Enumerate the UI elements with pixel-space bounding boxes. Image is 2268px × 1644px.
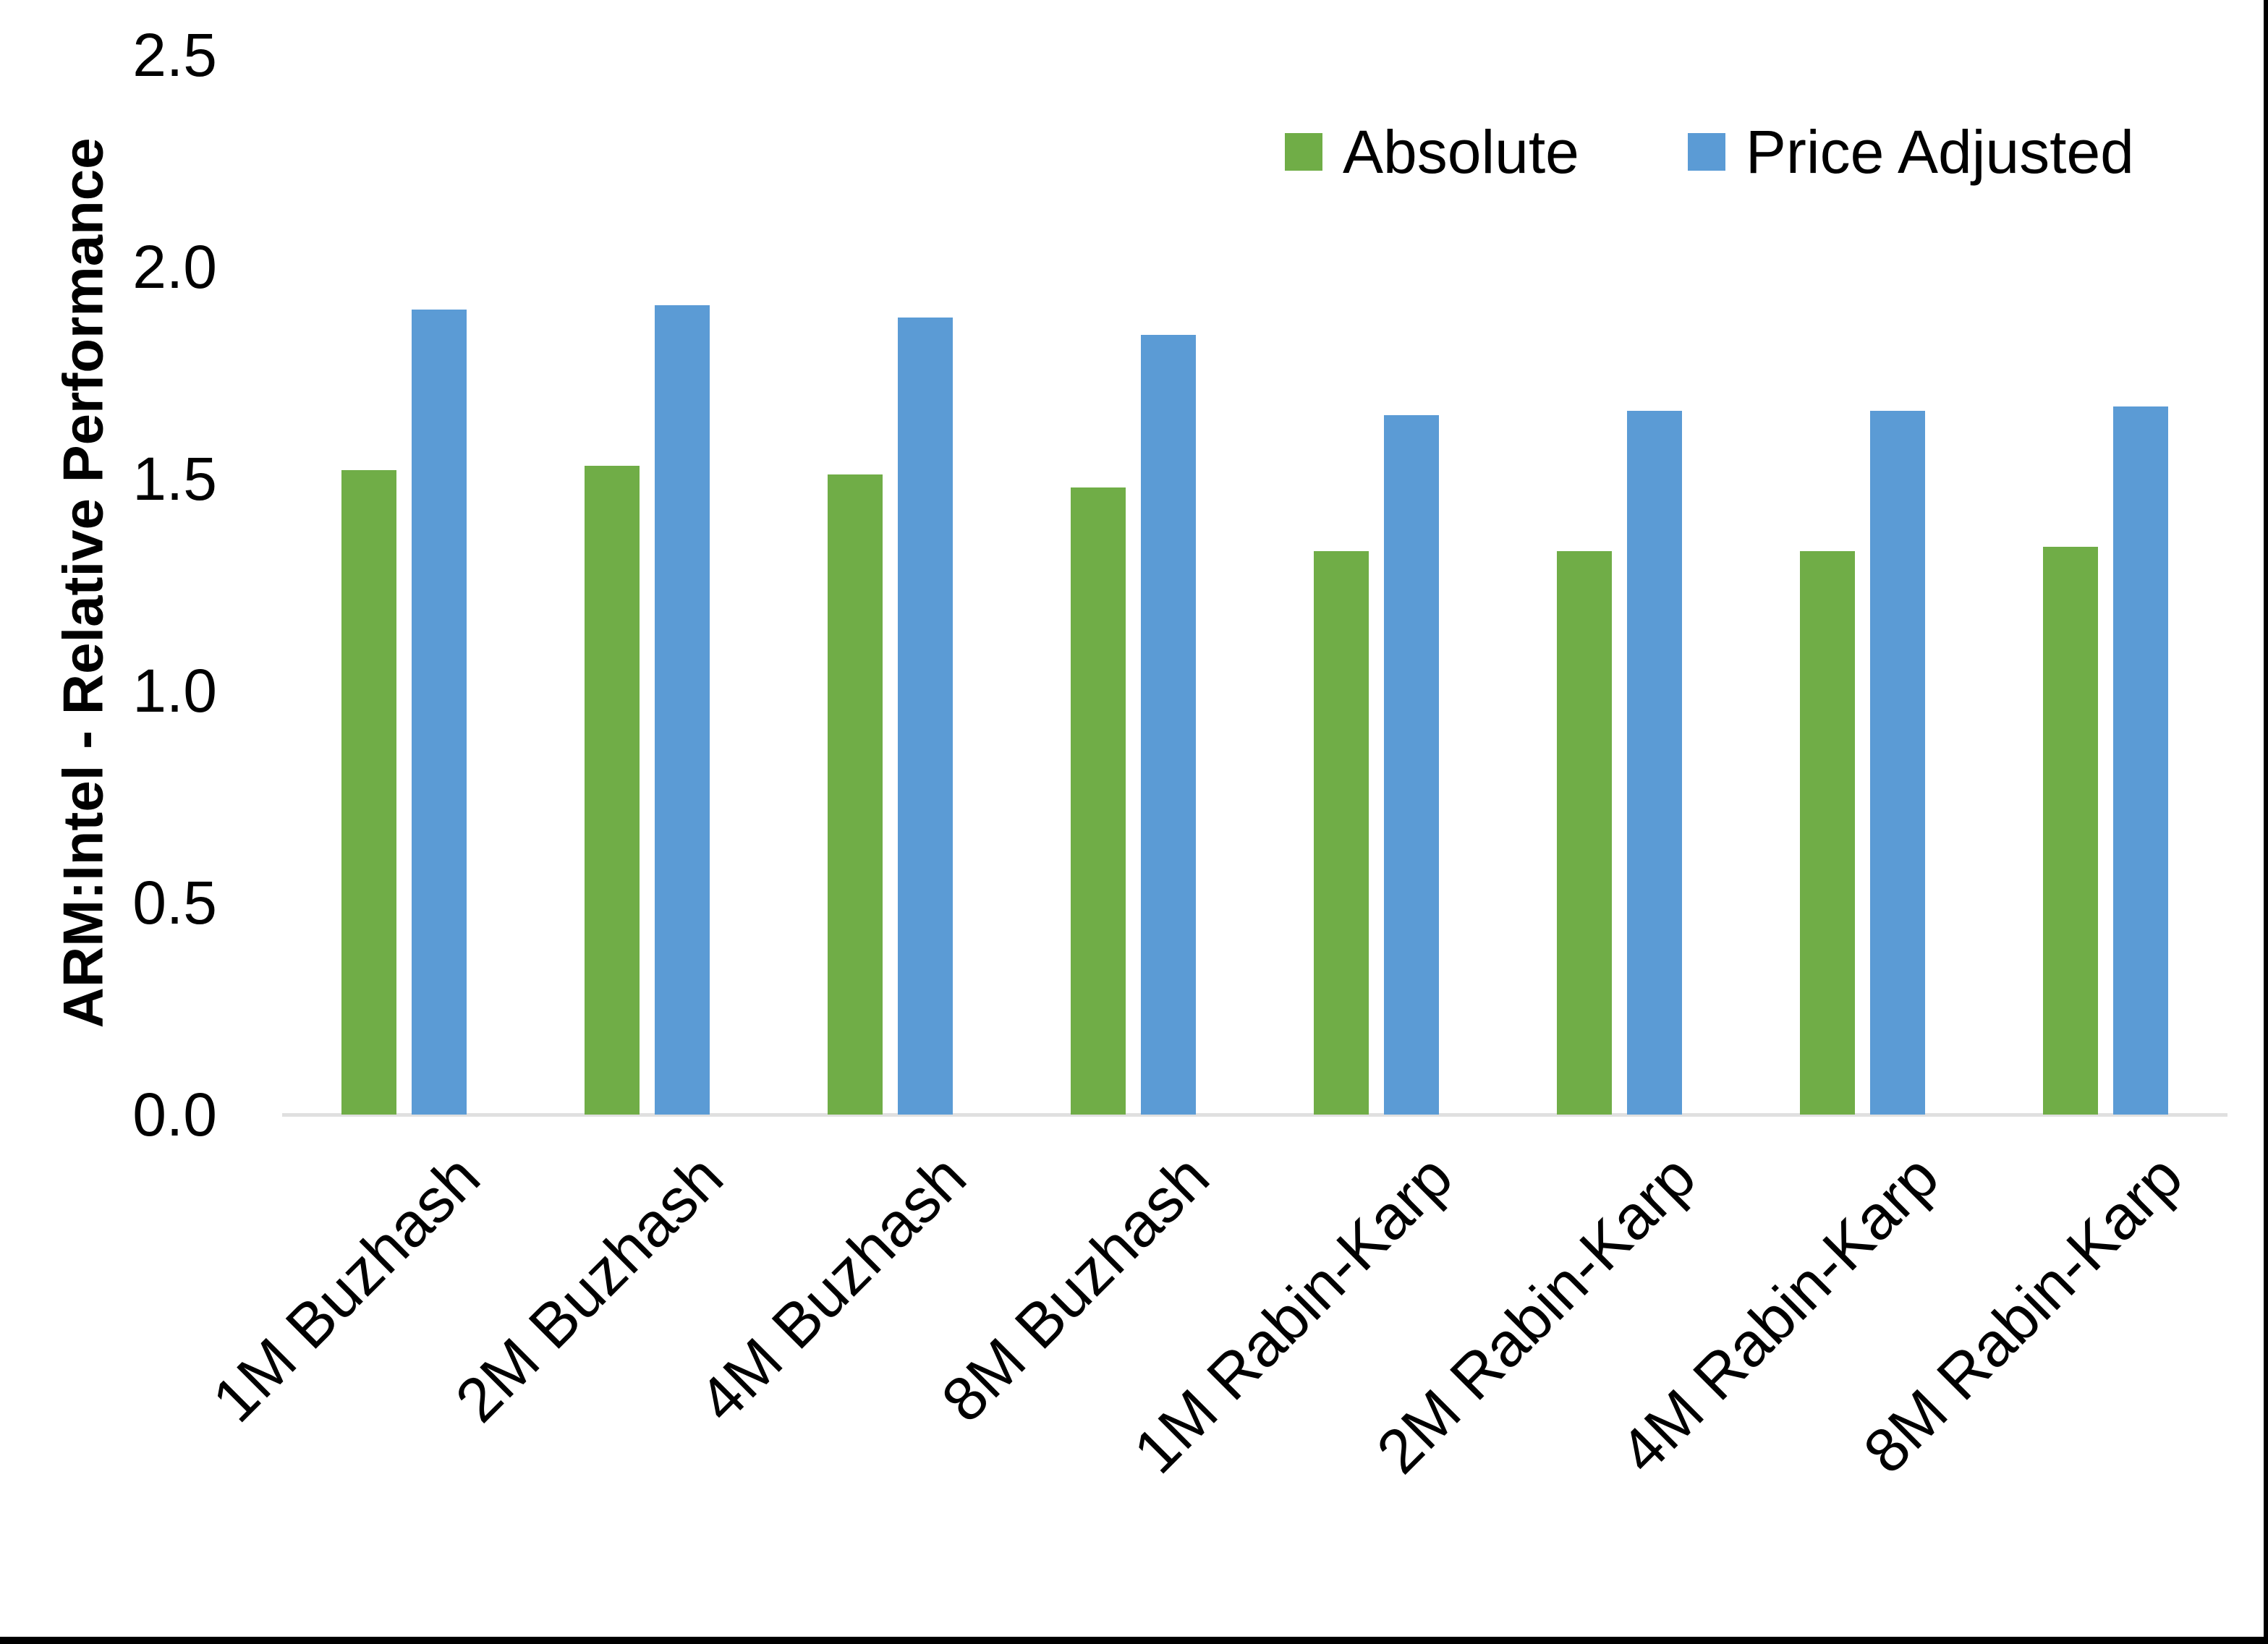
legend-label: Price Adjusted [1745, 118, 2134, 186]
y-tick-label: 0.5 [132, 869, 217, 937]
frame-bottom-border [0, 1637, 2268, 1644]
bar-price-adjusted [1870, 411, 1926, 1115]
bar-price-adjusted [897, 318, 953, 1115]
bar-absolute [1557, 551, 1613, 1115]
bar-absolute [341, 470, 396, 1115]
bar-absolute [1800, 551, 1856, 1115]
y-tick-label: 2.5 [132, 21, 217, 89]
legend-item-absolute: Absolute [1285, 114, 1579, 189]
bar-price-adjusted [1384, 415, 1440, 1115]
bar-price-adjusted [2113, 406, 2169, 1115]
legend-item-price-adjusted: Price Adjusted [1687, 114, 2134, 189]
y-tick-label: 2.0 [132, 233, 217, 301]
bar-price-adjusted [1140, 335, 1196, 1115]
legend-label: Absolute [1343, 118, 1579, 186]
bar-absolute [827, 474, 883, 1115]
frame-right-border [2264, 0, 2268, 1644]
y-tick-label: 1.5 [132, 445, 217, 513]
bar-absolute [2043, 547, 2099, 1115]
bar-price-adjusted [1627, 411, 1683, 1115]
legend: Absolute Price Adjusted [1285, 114, 2134, 189]
bar-absolute [1314, 551, 1369, 1115]
bar-absolute [1070, 487, 1126, 1115]
bar-price-adjusted [411, 310, 467, 1115]
legend-swatch-icon [1687, 133, 1725, 171]
y-tick-label: 1.0 [132, 657, 217, 725]
y-tick-label: 0.0 [132, 1081, 217, 1149]
legend-swatch-icon [1285, 133, 1322, 171]
x-axis-line [282, 1113, 2227, 1117]
bar-price-adjusted [654, 305, 710, 1115]
bar-absolute [584, 466, 640, 1115]
